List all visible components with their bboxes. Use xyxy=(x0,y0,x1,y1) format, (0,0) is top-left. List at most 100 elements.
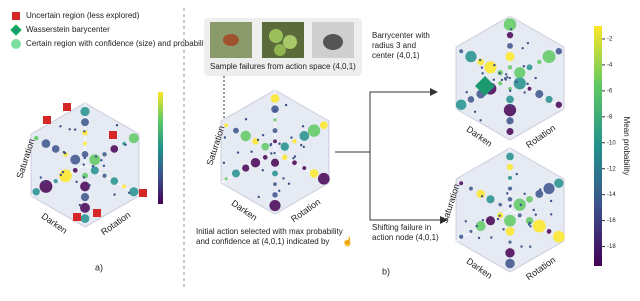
dot xyxy=(507,197,513,202)
dot xyxy=(506,76,509,79)
dot xyxy=(506,95,514,104)
caption: Barrycenter with xyxy=(372,31,430,40)
dot xyxy=(481,218,485,222)
dot xyxy=(272,128,278,134)
hand-icon: ☝ xyxy=(342,235,353,247)
dot xyxy=(61,170,65,174)
dot xyxy=(528,221,531,225)
dot xyxy=(80,214,90,223)
images-caption: Sample failures from action space (4,0,1… xyxy=(210,62,356,71)
dot xyxy=(517,213,522,218)
dot xyxy=(224,177,228,181)
dot xyxy=(292,160,297,166)
dot xyxy=(273,139,277,144)
panel-label: b) xyxy=(382,266,390,276)
dot xyxy=(110,177,119,185)
colorbar-title: Mean probability xyxy=(622,117,631,176)
dot xyxy=(514,67,526,79)
dot xyxy=(507,186,513,191)
colorbar-tick-label: -6 xyxy=(607,88,613,94)
dot xyxy=(467,96,475,103)
uncertain-marker xyxy=(73,213,81,221)
dot xyxy=(477,236,481,240)
dot xyxy=(41,139,51,148)
dot xyxy=(523,192,526,196)
dot xyxy=(78,203,82,207)
dot xyxy=(505,226,515,236)
dot xyxy=(504,73,508,76)
dot xyxy=(236,151,240,154)
dot xyxy=(498,202,503,207)
dot xyxy=(515,80,518,84)
dot xyxy=(475,224,478,228)
dot xyxy=(302,145,306,149)
dot xyxy=(508,86,512,91)
dot xyxy=(102,152,107,157)
dot xyxy=(507,42,513,49)
dot xyxy=(128,133,139,144)
dot xyxy=(91,165,95,168)
dot xyxy=(507,65,513,70)
dot xyxy=(481,72,484,75)
dot xyxy=(102,173,107,178)
dot xyxy=(549,199,553,203)
dot xyxy=(510,104,513,107)
dot xyxy=(82,163,86,166)
dot xyxy=(480,66,484,69)
legend-circle xyxy=(11,39,21,49)
colorbar-tick-label: -2 xyxy=(607,37,613,43)
dot xyxy=(459,49,464,54)
dot xyxy=(503,18,517,31)
panel-label: a) xyxy=(95,262,103,272)
dot xyxy=(526,41,530,45)
dot xyxy=(506,164,514,171)
dot xyxy=(250,150,253,153)
dot xyxy=(287,182,291,185)
dot xyxy=(231,169,240,178)
dot xyxy=(478,58,482,62)
dot xyxy=(505,258,515,269)
dot xyxy=(532,219,546,233)
dot xyxy=(476,189,485,199)
dot xyxy=(529,245,532,248)
dot xyxy=(88,184,91,187)
dot xyxy=(532,208,535,212)
caption: and confidence at (4,0,1) indicated by xyxy=(196,237,329,246)
dot xyxy=(523,91,526,94)
dot xyxy=(508,76,512,80)
dot xyxy=(519,203,523,207)
dot xyxy=(261,169,264,172)
dot xyxy=(53,178,58,184)
dot xyxy=(464,220,467,223)
dot xyxy=(506,32,514,39)
dot xyxy=(479,119,482,122)
dot xyxy=(506,128,514,136)
dot xyxy=(278,142,281,145)
dot xyxy=(542,50,556,64)
dot xyxy=(94,155,98,158)
dot xyxy=(473,110,477,114)
legend-label: Wasserstein barycenter xyxy=(26,25,110,34)
small-colorbar xyxy=(158,92,163,204)
dot xyxy=(480,195,484,198)
caption: center (4,0,1) xyxy=(372,51,420,60)
dot xyxy=(503,77,507,80)
uncertain-marker xyxy=(63,103,71,111)
dot xyxy=(223,136,227,139)
bird xyxy=(223,34,239,46)
dot xyxy=(492,78,496,81)
dot xyxy=(250,157,261,168)
dot xyxy=(282,154,288,161)
dot xyxy=(244,118,248,121)
dot xyxy=(261,142,270,151)
caption: Initial action selected with max probabi… xyxy=(196,227,343,236)
dot xyxy=(89,154,101,166)
dot xyxy=(507,175,513,180)
caption: Shifting failure in xyxy=(372,223,431,232)
caption: action node (4,0,1) xyxy=(372,233,439,242)
dot xyxy=(552,230,565,243)
dot xyxy=(496,217,500,221)
dot xyxy=(520,245,523,248)
dot xyxy=(498,81,503,86)
